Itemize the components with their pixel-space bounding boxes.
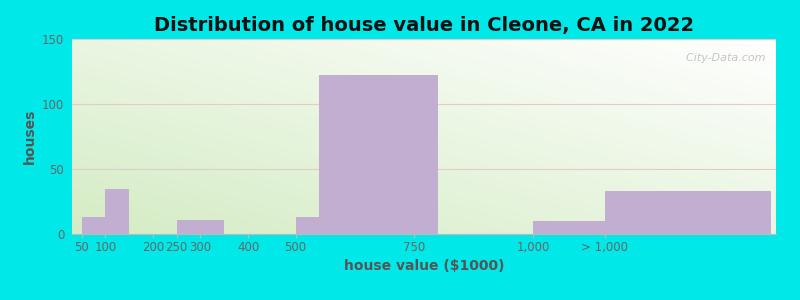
Bar	[319, 75, 438, 234]
X-axis label: house value ($1000): house value ($1000)	[344, 260, 504, 274]
Bar	[82, 217, 106, 234]
Y-axis label: houses: houses	[22, 109, 37, 164]
Text: City-Data.com: City-Data.com	[679, 52, 766, 63]
Bar	[534, 221, 605, 234]
Bar	[201, 220, 224, 234]
Bar	[605, 191, 771, 234]
Title: Distribution of house value in Cleone, CA in 2022: Distribution of house value in Cleone, C…	[154, 16, 694, 35]
Bar	[295, 217, 319, 234]
Bar	[177, 220, 201, 234]
Bar	[106, 188, 129, 234]
